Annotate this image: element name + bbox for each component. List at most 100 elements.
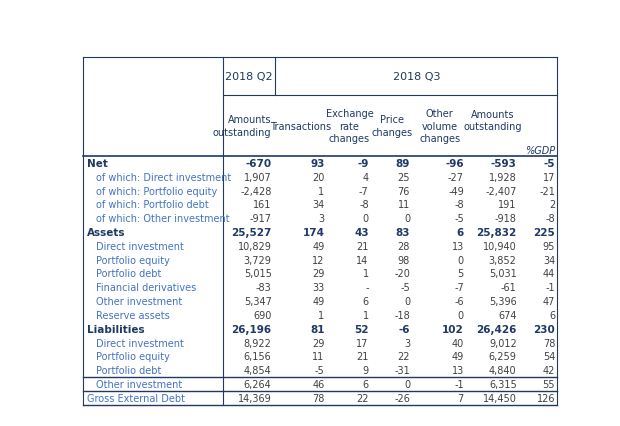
Text: -9: -9 bbox=[357, 158, 369, 169]
Text: 28: 28 bbox=[397, 241, 410, 251]
Text: 5,031: 5,031 bbox=[489, 269, 516, 279]
Text: 44: 44 bbox=[543, 269, 555, 279]
Text: -5: -5 bbox=[401, 282, 410, 293]
Text: of which: Direct investment: of which: Direct investment bbox=[95, 173, 231, 182]
Text: -1: -1 bbox=[546, 282, 555, 293]
Text: 14,369: 14,369 bbox=[238, 393, 272, 403]
Text: of which: Portfolio debt: of which: Portfolio debt bbox=[95, 200, 208, 210]
Text: 43: 43 bbox=[354, 227, 369, 238]
Text: 4,840: 4,840 bbox=[489, 366, 516, 375]
Text: 14: 14 bbox=[356, 255, 369, 265]
Text: 1,907: 1,907 bbox=[244, 173, 272, 182]
Text: 1: 1 bbox=[318, 310, 324, 320]
Text: -1: -1 bbox=[454, 379, 464, 389]
Text: 34: 34 bbox=[543, 255, 555, 265]
Text: Reserve assets: Reserve assets bbox=[95, 310, 169, 320]
Text: 40: 40 bbox=[451, 338, 464, 348]
Text: 11: 11 bbox=[312, 351, 324, 362]
Text: 2018 Q3: 2018 Q3 bbox=[392, 72, 440, 82]
Text: -918: -918 bbox=[495, 214, 516, 224]
Text: 191: 191 bbox=[498, 200, 516, 210]
Text: 76: 76 bbox=[397, 186, 410, 196]
Text: 26,426: 26,426 bbox=[476, 324, 516, 334]
Text: -20: -20 bbox=[394, 269, 410, 279]
Text: -917: -917 bbox=[250, 214, 272, 224]
Text: -5: -5 bbox=[544, 158, 555, 169]
Text: Amounts
outstanding: Amounts outstanding bbox=[213, 115, 271, 138]
Text: 89: 89 bbox=[396, 158, 410, 169]
Text: 54: 54 bbox=[542, 351, 555, 362]
Text: -6: -6 bbox=[399, 324, 410, 334]
Text: 20: 20 bbox=[312, 173, 324, 182]
Text: 25: 25 bbox=[397, 173, 410, 182]
Text: 3: 3 bbox=[404, 338, 410, 348]
Text: 49: 49 bbox=[312, 296, 324, 306]
Text: Assets: Assets bbox=[87, 227, 126, 238]
Text: 1,928: 1,928 bbox=[489, 173, 516, 182]
Text: 26,196: 26,196 bbox=[231, 324, 272, 334]
Text: 10,940: 10,940 bbox=[483, 241, 516, 251]
Text: -27: -27 bbox=[448, 173, 464, 182]
Text: 98: 98 bbox=[398, 255, 410, 265]
Text: 42: 42 bbox=[542, 366, 555, 375]
Text: 47: 47 bbox=[542, 296, 555, 306]
Text: -31: -31 bbox=[394, 366, 410, 375]
Text: 6: 6 bbox=[549, 310, 555, 320]
Text: -5: -5 bbox=[454, 214, 464, 224]
Text: -2,428: -2,428 bbox=[240, 186, 272, 196]
Text: 17: 17 bbox=[356, 338, 369, 348]
Text: 3,852: 3,852 bbox=[489, 255, 516, 265]
Text: Direct investment: Direct investment bbox=[95, 241, 184, 251]
Text: -2,407: -2,407 bbox=[485, 186, 516, 196]
Text: 25,832: 25,832 bbox=[476, 227, 516, 238]
Text: 0: 0 bbox=[363, 214, 369, 224]
Text: of which: Other investment: of which: Other investment bbox=[95, 214, 229, 224]
Text: -21: -21 bbox=[539, 186, 555, 196]
Text: -5: -5 bbox=[315, 366, 324, 375]
Text: 33: 33 bbox=[312, 282, 324, 293]
Text: 81: 81 bbox=[310, 324, 324, 334]
Text: 21: 21 bbox=[356, 351, 369, 362]
Text: 5,347: 5,347 bbox=[244, 296, 272, 306]
Text: 93: 93 bbox=[310, 158, 324, 169]
Text: -: - bbox=[365, 282, 369, 293]
Text: 0: 0 bbox=[404, 379, 410, 389]
Text: 6,315: 6,315 bbox=[489, 379, 516, 389]
Text: 0: 0 bbox=[404, 214, 410, 224]
Text: 0: 0 bbox=[404, 296, 410, 306]
Text: Liabilities: Liabilities bbox=[87, 324, 144, 334]
Text: 34: 34 bbox=[312, 200, 324, 210]
Text: -83: -83 bbox=[256, 282, 272, 293]
Text: 25,527: 25,527 bbox=[231, 227, 272, 238]
Text: 102: 102 bbox=[442, 324, 464, 334]
Text: 12: 12 bbox=[312, 255, 324, 265]
Text: -7: -7 bbox=[454, 282, 464, 293]
Text: %GDP: %GDP bbox=[526, 146, 556, 156]
Text: 0: 0 bbox=[458, 255, 464, 265]
Text: 225: 225 bbox=[533, 227, 555, 238]
Text: 83: 83 bbox=[396, 227, 410, 238]
Text: 3,729: 3,729 bbox=[244, 255, 272, 265]
Text: Transactions: Transactions bbox=[270, 121, 332, 131]
Text: 78: 78 bbox=[542, 338, 555, 348]
Text: 4,854: 4,854 bbox=[244, 366, 272, 375]
Text: 52: 52 bbox=[354, 324, 369, 334]
Text: -8: -8 bbox=[546, 214, 555, 224]
Text: of which: Portfolio equity: of which: Portfolio equity bbox=[95, 186, 217, 196]
Text: -593: -593 bbox=[491, 158, 516, 169]
Text: 7: 7 bbox=[458, 393, 464, 403]
Text: 3: 3 bbox=[318, 214, 324, 224]
Text: 46: 46 bbox=[312, 379, 324, 389]
Text: 17: 17 bbox=[542, 173, 555, 182]
Text: 29: 29 bbox=[312, 338, 324, 348]
Text: 22: 22 bbox=[356, 393, 369, 403]
Text: 0: 0 bbox=[458, 310, 464, 320]
Text: 4: 4 bbox=[363, 173, 369, 182]
Text: 21: 21 bbox=[356, 241, 369, 251]
Text: 8,922: 8,922 bbox=[244, 338, 272, 348]
Text: 126: 126 bbox=[537, 393, 555, 403]
Text: Other
volume
changes: Other volume changes bbox=[419, 109, 461, 144]
Text: -8: -8 bbox=[359, 200, 369, 210]
Text: 29: 29 bbox=[312, 269, 324, 279]
Text: Portfolio debt: Portfolio debt bbox=[95, 366, 161, 375]
